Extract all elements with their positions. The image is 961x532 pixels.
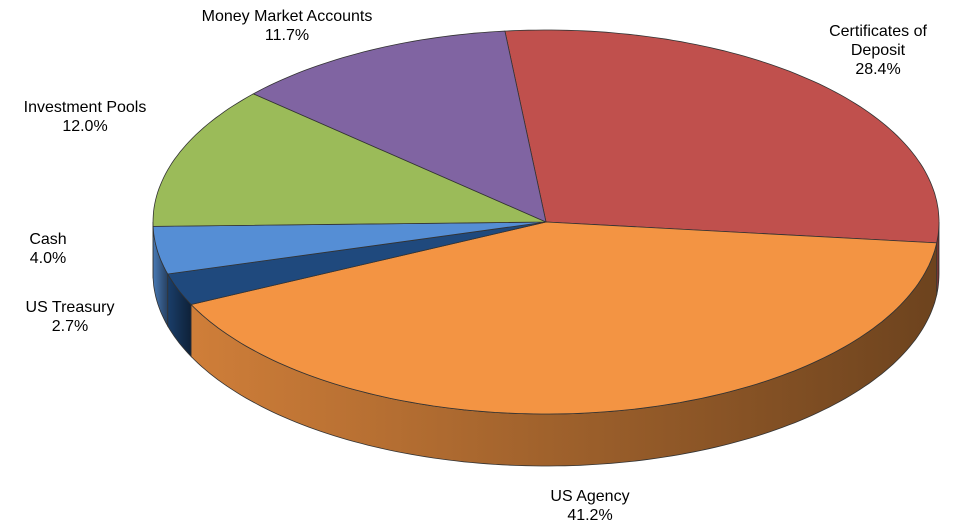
slice-label: Investment Pools 12.0%: [5, 98, 165, 136]
value-label: 2.7%: [51, 318, 89, 335]
category-name: Cash: [29, 231, 67, 248]
category-name: Money Market Accounts: [201, 8, 373, 25]
category-name: US Agency: [550, 488, 630, 505]
slice-label: US Agency 41.2%: [490, 487, 690, 525]
slice: [152, 221, 547, 275]
slice: [252, 30, 547, 223]
value-label: 12.0%: [62, 118, 108, 135]
value-label: 41.2%: [567, 507, 613, 524]
value-label: 11.7%: [264, 27, 310, 44]
category-name: Certificates of Deposit: [829, 23, 927, 59]
slice: [504, 29, 940, 244]
slice: [167, 221, 547, 305]
value-label: 4.0%: [29, 250, 67, 267]
slice-label: US Treasury 2.7%: [0, 298, 140, 336]
slice: [190, 221, 938, 415]
slice: [152, 93, 547, 227]
slice-label: Cash 4.0%: [0, 230, 98, 268]
category-name: US Treasury: [25, 299, 115, 316]
slice-label: Money Market Accounts 11.7%: [167, 7, 407, 45]
category-name: Investment Pools: [23, 99, 147, 116]
slice-label: Certificates of Deposit 28.4%: [813, 22, 943, 79]
value-label: 28.4%: [855, 61, 901, 78]
